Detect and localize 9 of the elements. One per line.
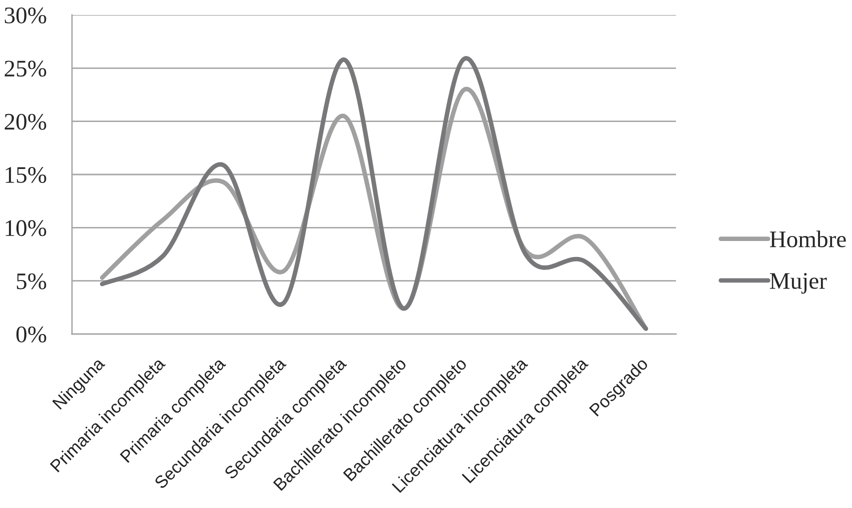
y-tick-label: 30% <box>4 7 46 24</box>
y-tick-label: 15% <box>6 166 46 183</box>
y-tick-label: 0% <box>16 326 46 343</box>
y-tick-label: 10% <box>6 220 46 236</box>
y-tick-label: 25% <box>4 60 46 77</box>
legend-label: Mujer <box>770 273 827 294</box>
legend-label: Hombre <box>770 230 846 248</box>
y-tick-label: 20% <box>4 114 46 130</box>
y-tick-label: 5% <box>16 273 46 290</box>
